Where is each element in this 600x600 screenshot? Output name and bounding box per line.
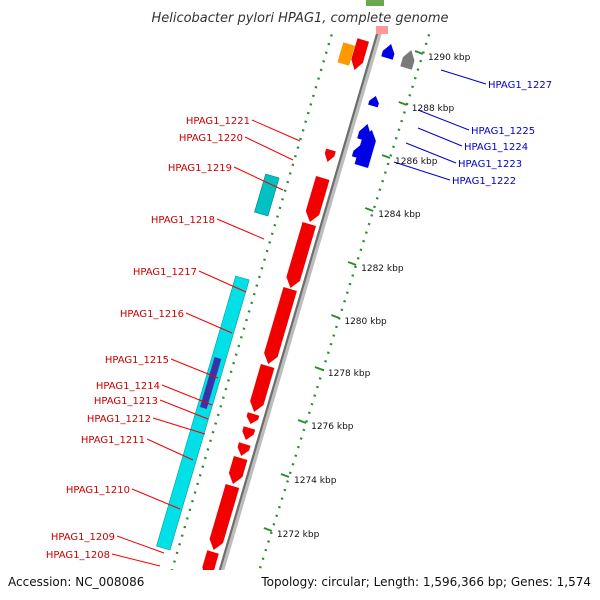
cyan-feature-1: [254, 173, 280, 217]
tick-label: 1284 kbp: [378, 210, 421, 220]
gene-label-left: HPAG1_1209: [51, 532, 115, 543]
gene-label-left: HPAG1_1215: [105, 355, 169, 366]
leader-line-left: [159, 399, 209, 420]
gene-label-left: HPAG1_1208: [46, 550, 110, 561]
leader-line-left: [131, 488, 181, 510]
tick-mark-6: [330, 314, 340, 319]
genome-backbone-shadow: [210, 0, 392, 600]
gene-label-left: HPAG1_1214: [96, 381, 160, 392]
red-gene-11: [209, 484, 240, 550]
gene-label-left: HPAG1_1217: [133, 267, 197, 278]
tick-label: 1290 kbp: [428, 53, 471, 63]
gene-label-left: HPAG1_1220: [179, 133, 243, 144]
tick-mark-4: [364, 207, 374, 212]
tick-label: 1288 kbp: [412, 104, 455, 114]
red-gene-7: [246, 412, 260, 424]
red-gene-8: [242, 426, 256, 440]
gene-label-left: HPAG1_1218: [151, 215, 215, 226]
leader-line-left: [244, 136, 294, 161]
map-title: Helicobacter pylori HPAG1, complete geno…: [151, 11, 448, 26]
tick-label: 1278 kbp: [328, 369, 371, 379]
top-feature-pink: [376, 26, 388, 34]
gray-gene: [400, 50, 415, 70]
tick-mark-8: [297, 419, 307, 424]
blue-gene-5: [354, 130, 376, 168]
gene-label-left: HPAG1_1219: [168, 163, 232, 174]
gene-label-right: HPAG1_1225: [471, 126, 535, 137]
label-leader-lines: [111, 69, 487, 567]
gene-label-right: HPAG1_1222: [452, 176, 516, 187]
tick-label: 1282 kbp: [361, 264, 404, 274]
orange-feature: [337, 42, 355, 66]
leader-line-left: [152, 417, 206, 435]
leader-line-left: [185, 312, 233, 334]
tick-mark-9: [280, 473, 290, 478]
topology-text: Topology: circular; Length: 1,596,366 bp…: [260, 575, 591, 589]
red-gene-1: [351, 38, 369, 70]
gene-label-right: HPAG1_1227: [488, 80, 552, 91]
leader-line-left: [216, 218, 265, 240]
leader-line-left: [161, 384, 213, 406]
blue-gene-2: [368, 96, 379, 108]
leader-line-right: [440, 69, 487, 85]
leader-line-left: [198, 270, 247, 293]
navy-feature: [200, 357, 222, 409]
kbp-tick-labels: 1290 kbp 1288 kbp 1286 kbp 1284 kbp 1282 kbp…: [263, 50, 471, 540]
red-gene-10: [228, 456, 248, 484]
gene-label-right: HPAG1_1223: [458, 159, 522, 170]
gene-label-right: HPAG1_1224: [464, 142, 528, 153]
tick-label: 1286 kbp: [395, 157, 438, 167]
leader-line-right: [417, 109, 470, 131]
leader-line-left: [111, 553, 161, 567]
title-backdrop: [0, 0, 600, 34]
genome-backbone: [209, 0, 389, 600]
tick-mark-1: [414, 50, 424, 55]
leader-line-left: [233, 166, 284, 191]
tick-mark-5: [347, 261, 357, 266]
red-gene-5: [264, 287, 297, 364]
cyan-feature-2: [156, 275, 250, 551]
gene-label-left: HPAG1_1211: [81, 435, 145, 446]
gene-label-left: HPAG1_1212: [87, 414, 151, 425]
gene-label-left: HPAG1_1221: [186, 116, 250, 127]
leader-line-left: [146, 438, 194, 461]
leader-line-left: [170, 358, 219, 379]
tick-label: 1272 kbp: [277, 530, 320, 540]
red-gene-4: [286, 222, 316, 288]
tick-mark-10: [263, 527, 273, 532]
inner-dotted-ring: [248, 0, 442, 600]
leader-line-right: [417, 127, 463, 147]
top-feature-green: [366, 0, 384, 6]
tick-mark-3: [381, 154, 391, 159]
accession-text: Accession: NC_008086: [8, 575, 144, 589]
outer-dotted-ring: [161, 0, 344, 600]
gene-labels: HPAG1_1221 HPAG1_1220 HPAG1_1219 HPAG1_1218…: [46, 80, 552, 561]
gene-label-left: HPAG1_1216: [120, 309, 184, 320]
red-gene-3: [305, 176, 330, 222]
tick-label: 1280 kbp: [344, 317, 387, 327]
leader-line-right: [393, 161, 451, 181]
tick-mark-7: [314, 366, 324, 371]
tick-label: 1274 kbp: [294, 476, 337, 486]
leader-line-left: [251, 119, 301, 142]
blue-gene-1: [381, 44, 395, 60]
tick-mark-2: [398, 101, 408, 106]
leader-line-left: [116, 535, 165, 554]
gene-label-left: HPAG1_1213: [94, 396, 158, 407]
red-gene-9: [237, 442, 251, 456]
footer-backdrop: [0, 570, 600, 600]
red-gene-2: [324, 148, 336, 162]
leader-line-right: [405, 142, 457, 164]
tick-label: 1276 kbp: [311, 422, 354, 432]
gene-label-left: HPAG1_1210: [66, 485, 130, 496]
red-gene-6: [250, 364, 275, 412]
